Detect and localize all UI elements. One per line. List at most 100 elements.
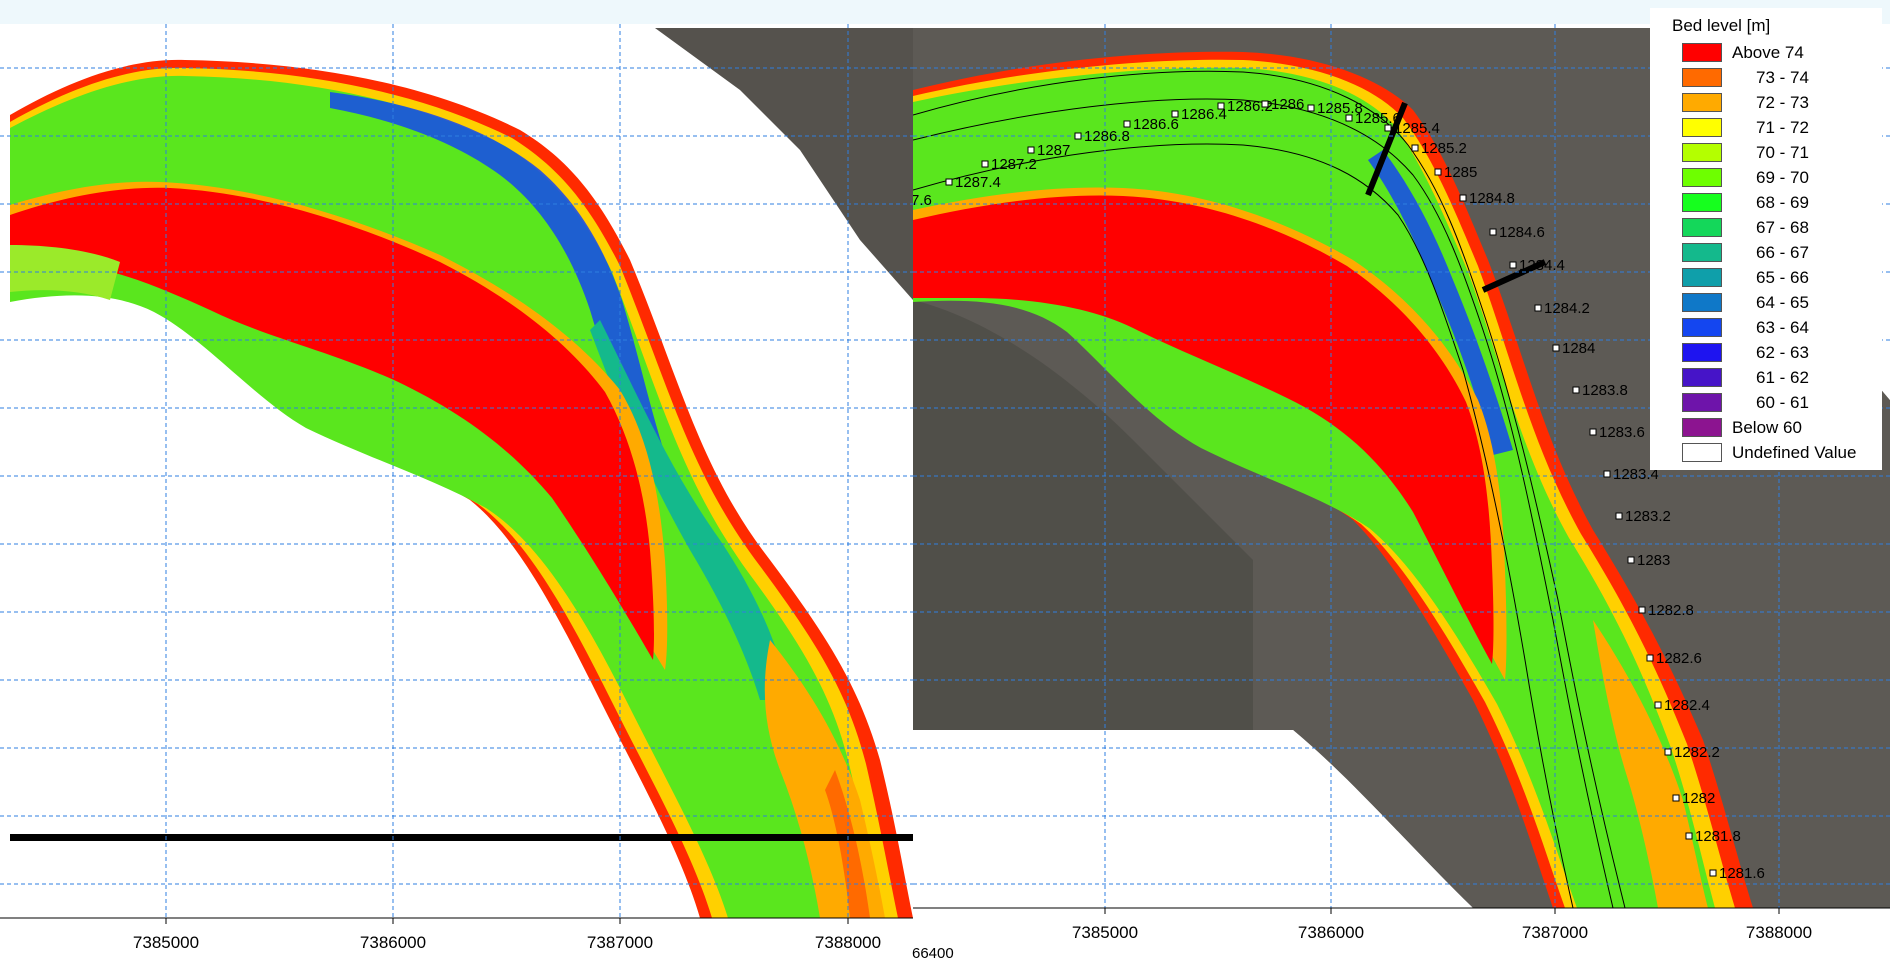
island	[10, 187, 654, 660]
chainage-label: 1286	[1271, 96, 1304, 113]
legend-title: Bed level [m]	[1672, 16, 1771, 35]
left-map-panel[interactable]: 7385000 7386000 7387000 7388000	[0, 0, 913, 963]
chainage-label: 1285	[1444, 164, 1477, 181]
chainage-label: 1285.4	[1394, 120, 1440, 137]
chainage-label: 1287.4	[955, 174, 1001, 191]
legend-item: Undefined Value	[1682, 440, 1872, 465]
chainage-marker	[1027, 146, 1035, 154]
legend-label: 72 - 73	[1756, 92, 1809, 112]
legend-label: 63 - 64	[1756, 317, 1809, 337]
chainage-label: 1284.2	[1544, 300, 1590, 317]
chainage-marker	[1123, 120, 1131, 128]
legend-swatch	[1682, 318, 1722, 337]
x-tick-label: 7385000	[133, 933, 199, 952]
centerline-outer	[913, 98, 1614, 908]
chainage-label: 1283	[1637, 552, 1670, 569]
legend-item: 71 - 72	[1682, 115, 1872, 140]
chainage-label: 1286.2	[1227, 98, 1273, 115]
legend-swatch	[1682, 268, 1722, 287]
legend-swatch	[1682, 143, 1722, 162]
legend-item: 72 - 73	[1682, 90, 1872, 115]
chainage-marker	[1074, 132, 1082, 140]
legend-item: 60 - 61	[1682, 390, 1872, 415]
top-strip	[0, 0, 1890, 24]
chainage-label: 1284.4	[1519, 257, 1565, 274]
x-axis: 7385000 7386000 7387000 7388000	[0, 917, 913, 952]
chainage-marker	[1603, 470, 1611, 478]
centerline-inner	[913, 143, 1574, 908]
chainage-label: 1282.2	[1674, 744, 1720, 761]
chainage-label: 1281.6	[1719, 865, 1765, 882]
chainage-marker	[981, 160, 989, 168]
chainage-label: 1286.4	[1181, 106, 1227, 123]
legend-label: Below 60	[1732, 417, 1802, 437]
chainage-marker	[1615, 512, 1623, 520]
legend-item: 66 - 67	[1682, 240, 1872, 265]
chainage-label: 1282	[1682, 790, 1715, 807]
legend-item: Below 60	[1682, 415, 1872, 440]
chainage-marker	[1384, 124, 1392, 132]
chainage-label: 1285.2	[1421, 140, 1467, 157]
cross-section-line	[1481, 259, 1547, 293]
legend-label: 70 - 71	[1756, 142, 1809, 162]
chainage-marker	[1646, 654, 1654, 662]
legend-label: 60 - 61	[1756, 392, 1809, 412]
chainage-label: 1286.6	[1133, 116, 1179, 133]
legend-swatch	[1682, 343, 1722, 362]
island	[913, 195, 1494, 664]
legend-swatch	[1682, 393, 1722, 412]
chainage-label: 1281.8	[1695, 828, 1741, 845]
legend-swatch	[1682, 193, 1722, 212]
legend-item: 64 - 65	[1682, 290, 1872, 315]
chainage-label: 1283.4	[1613, 466, 1659, 483]
x-tick-label: 7387000	[587, 933, 653, 952]
legend-swatch	[1682, 418, 1722, 437]
legend-item: 70 - 71	[1682, 140, 1872, 165]
legend-swatch	[1682, 43, 1722, 62]
chainage-marker	[1307, 104, 1315, 112]
legend-label: 62 - 63	[1756, 342, 1809, 362]
chainage-marker	[1589, 428, 1597, 436]
legend-swatch	[1682, 243, 1722, 262]
legend-label: 61 - 62	[1756, 367, 1809, 387]
legend-item: Above 74	[1682, 40, 1872, 65]
chainage-label: 1282.4	[1664, 697, 1710, 714]
chainage-marker	[945, 178, 953, 186]
legend-swatch	[1682, 93, 1722, 112]
legend-label: 67 - 68	[1756, 217, 1809, 237]
chainage-label: 1287	[1037, 142, 1070, 159]
legend-label: 71 - 72	[1756, 117, 1809, 137]
chainage-label: 1282.8	[1648, 602, 1694, 619]
chainage-marker	[1434, 168, 1442, 176]
legend-item: 73 - 74	[1682, 65, 1872, 90]
chainage-label: 1283.6	[1599, 424, 1645, 441]
x-tick-label: 7385000	[1072, 923, 1138, 942]
centerline-bank	[913, 70, 1626, 908]
legend-label: Above 74	[1732, 42, 1804, 62]
aerial-imagery-fragment	[655, 28, 913, 300]
chainage-marker	[1654, 701, 1662, 709]
legend-label: 66 - 67	[1756, 242, 1809, 262]
profile-line	[10, 834, 913, 841]
legend-swatch	[1682, 118, 1722, 137]
legend-label: Undefined Value	[1732, 442, 1857, 462]
legend-swatch	[1682, 218, 1722, 237]
chainage-marker	[1459, 194, 1467, 202]
chainage-label: 1287.2	[991, 156, 1037, 173]
chainage-marker	[1534, 304, 1542, 312]
chainage-marker	[1489, 228, 1497, 236]
legend-item: 61 - 62	[1682, 365, 1872, 390]
legend-label: 68 - 69	[1756, 192, 1809, 212]
legend-items: Above 74 73 - 74 72 - 73 71 - 72 70 - 71 69 -…	[1682, 40, 1872, 465]
cross-section-line	[1365, 101, 1408, 197]
chainage-label: 1283.8	[1582, 382, 1628, 399]
chainage-marker	[1345, 114, 1353, 122]
chainage-marker	[1572, 386, 1580, 394]
legend-item: 63 - 64	[1682, 315, 1872, 340]
chainage-marker	[1664, 748, 1672, 756]
legend-swatch	[1682, 293, 1722, 312]
legend-label: 69 - 70	[1756, 167, 1809, 187]
orange-shoal	[1593, 620, 1708, 908]
